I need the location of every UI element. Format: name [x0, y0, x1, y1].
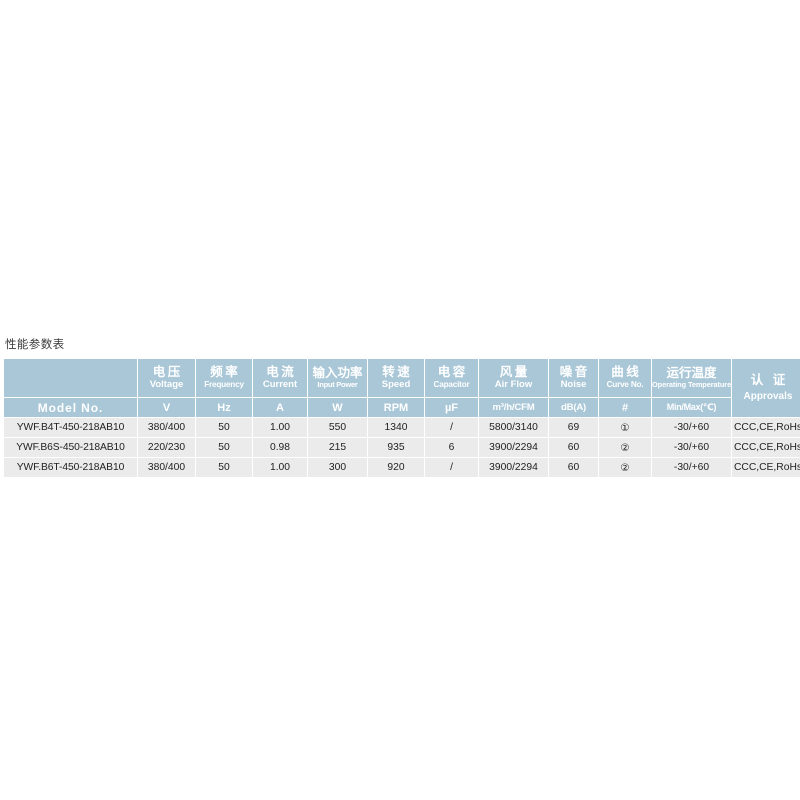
cell-current: 1.00	[253, 418, 307, 437]
cell-operating-temperature: -30/+60	[652, 418, 731, 437]
table-row: YWF.B6S-450-218AB10 220/230 50 0.98 215 …	[4, 438, 800, 457]
header-cn-voltage: 电压	[152, 364, 183, 379]
header-cell-model-blank	[4, 359, 137, 397]
unit-cell-voltage: V	[138, 398, 195, 417]
table-header-row-primary: 电压 Voltage 频率 Frequency 电流 Current 输入功率 …	[4, 359, 800, 417]
cell-frequency: 50	[196, 458, 252, 477]
header-cn-capacitor: 电容	[437, 365, 468, 380]
header-cn-speed: 转速	[382, 364, 413, 379]
cell-speed: 935	[368, 438, 424, 457]
header-cn-curve-no: 曲线	[611, 365, 642, 380]
unit-cell-air-flow: m³/h/CFM	[479, 398, 548, 417]
cell-speed: 1340	[368, 418, 424, 437]
header-cell-input-power: 输入功率 Input Power	[308, 359, 367, 397]
header-en-speed: Speed	[381, 379, 411, 391]
performance-spec-table: 电压 Voltage 频率 Frequency 电流 Current 输入功率 …	[3, 358, 800, 478]
header-cn-noise: 噪音	[559, 364, 590, 379]
cell-air-flow: 3900/2294	[479, 438, 548, 457]
header-en-capacitor: Capacitor	[433, 379, 470, 389]
cell-noise: 60	[549, 458, 598, 477]
unit-cell-operating-temperature: Min/Max(℃)	[652, 398, 731, 417]
unit-cell-frequency: Hz	[196, 398, 252, 417]
cell-approvals: CCC,CE,RoHs	[732, 418, 800, 437]
header-cell-current: 电流 Current	[253, 359, 307, 397]
cell-model: YWF.B6T-450-218AB10	[4, 458, 137, 477]
header-cell-approvals: 认 证 Approvals	[732, 359, 800, 417]
table-row: YWF.B4T-450-218AB10 380/400 50 1.00 550 …	[4, 418, 800, 437]
header-cn-current: 电流	[266, 364, 297, 379]
header-cn-input-power: 输入功率	[312, 365, 363, 380]
unit-cell-input-power: W	[308, 398, 367, 417]
header-cn-frequency: 频率	[210, 365, 241, 380]
cell-air-flow: 3900/2294	[479, 458, 548, 477]
header-cn-operating-temperature: 运行温度	[666, 365, 717, 380]
cell-frequency: 50	[196, 438, 252, 457]
header-en-voltage: Voltage	[149, 379, 184, 391]
cell-operating-temperature: -30/+60	[652, 458, 731, 477]
cell-input-power: 215	[308, 438, 367, 457]
cell-approvals: CCC,CE,RoHs	[732, 438, 800, 457]
cell-capacitor: 6	[425, 438, 478, 457]
header-en-frequency: Frequency	[204, 379, 244, 389]
cell-capacitor: /	[425, 458, 478, 477]
cell-operating-temperature: -30/+60	[652, 438, 731, 457]
cell-curve-no: ②	[599, 438, 651, 457]
header-cell-frequency: 频率 Frequency	[196, 359, 252, 397]
page-title: 性能参数表	[5, 339, 65, 351]
cell-voltage: 380/400	[138, 418, 195, 437]
cell-approvals: CCC,CE,RoHs	[732, 458, 800, 477]
table-header-row-units: Model No. V Hz A W RPM µF m³/h/CFM dB(A)…	[4, 398, 800, 417]
unit-cell-speed: RPM	[368, 398, 424, 417]
header-cell-curve-no: 曲线 Curve No.	[599, 359, 651, 397]
header-cell-noise: 噪音 Noise	[549, 359, 598, 397]
cell-curve-no: ①	[599, 418, 651, 437]
cell-noise: 60	[549, 438, 598, 457]
table-row: YWF.B6T-450-218AB10 380/400 50 1.00 300 …	[4, 458, 800, 477]
cell-air-flow: 5800/3140	[479, 418, 548, 437]
unit-cell-model: Model No.	[4, 398, 137, 417]
header-en-curve-no: Curve No.	[606, 379, 644, 389]
unit-cell-curve-no: #	[599, 398, 651, 417]
header-cn-air-flow: 风量	[499, 364, 530, 379]
header-cell-capacitor: 电容 Capacitor	[425, 359, 478, 397]
cell-speed: 920	[368, 458, 424, 477]
header-en-current: Current	[262, 379, 298, 391]
header-en-approvals: Approvals	[743, 390, 793, 402]
cell-curve-no: ②	[599, 458, 651, 477]
cell-frequency: 50	[196, 418, 252, 437]
header-cell-operating-temperature: 运行温度 Operating Temperature	[652, 359, 731, 397]
cell-voltage: 220/230	[138, 438, 195, 457]
cell-model: YWF.B4T-450-218AB10	[4, 418, 137, 437]
cell-current: 1.00	[253, 458, 307, 477]
cell-capacitor: /	[425, 418, 478, 437]
header-en-input-power: Input Power	[317, 380, 358, 390]
unit-cell-current: A	[253, 398, 307, 417]
unit-cell-noise: dB(A)	[549, 398, 598, 417]
cell-current: 0.98	[253, 438, 307, 457]
header-en-noise: Noise	[560, 379, 587, 391]
header-en-operating-temperature: Operating Temperature	[652, 380, 732, 390]
cell-input-power: 300	[308, 458, 367, 477]
cell-voltage: 380/400	[138, 458, 195, 477]
header-cell-air-flow: 风量 Air Flow	[479, 359, 548, 397]
header-cell-voltage: 电压 Voltage	[138, 359, 195, 397]
cell-noise: 69	[549, 418, 598, 437]
header-en-air-flow: Air Flow	[494, 379, 533, 391]
cell-model: YWF.B6S-450-218AB10	[4, 438, 137, 457]
header-cell-speed: 转速 Speed	[368, 359, 424, 397]
header-cn-approvals: 认 证	[750, 372, 789, 387]
cell-input-power: 550	[308, 418, 367, 437]
spec-table-element: 电压 Voltage 频率 Frequency 电流 Current 输入功率 …	[3, 358, 800, 478]
unit-cell-capacitor: µF	[425, 398, 478, 417]
